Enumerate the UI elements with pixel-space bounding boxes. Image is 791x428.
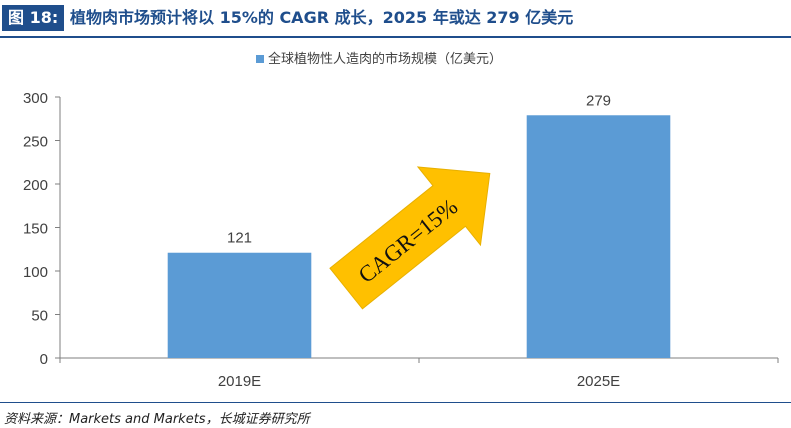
x-axis: 2019E 2025E [59,357,779,390]
figure-title: 植物肉市场预计将以 15%的 CAGR 成长，2025 年或达 279 亿美元 [70,8,574,27]
bar-chart: 全球植物性人造肉的市场规模（亿美元） 0 50 100 150 200 250 300 20… [23,51,779,390]
y-tick-label: 150 [23,221,48,238]
cagr-arrow-annotation: CAGR=15% [329,166,491,310]
figure-header: 图 18: 植物肉市场预计将以 15%的 CAGR 成长，2025 年或达 27… [0,0,791,36]
data-labels: 121 279 [227,92,611,246]
cagr-arrow-shape [329,166,491,310]
y-axis: 0 50 100 150 200 250 300 [23,90,61,368]
data-label-2025E: 279 [586,92,611,109]
legend-swatch [256,55,264,63]
footer-divider [0,402,791,403]
bars [167,115,671,359]
y-tick-label: 0 [40,351,48,368]
figure-label: 图 18: [2,5,65,31]
y-tick-label: 50 [31,308,48,325]
source-note: 资料来源：Markets and Markets，长城证券研究所 [4,412,310,427]
y-tick-label: 100 [23,264,48,281]
y-tick-label: 250 [23,134,48,151]
y-tick-label: 200 [23,177,48,194]
legend-label: 全球植物性人造肉的市场规模（亿美元） [268,51,502,67]
y-tick-label: 300 [23,90,48,107]
header-divider [0,36,791,38]
x-tick-label-2019E: 2019E [218,373,261,390]
data-label-2019E: 121 [227,230,252,247]
x-tick-label-2025E: 2025E [577,373,620,390]
chart-legend: 全球植物性人造肉的市场规模（亿美元） [256,51,502,67]
bar-2019E [167,252,312,358]
bar-2025E [526,115,671,359]
